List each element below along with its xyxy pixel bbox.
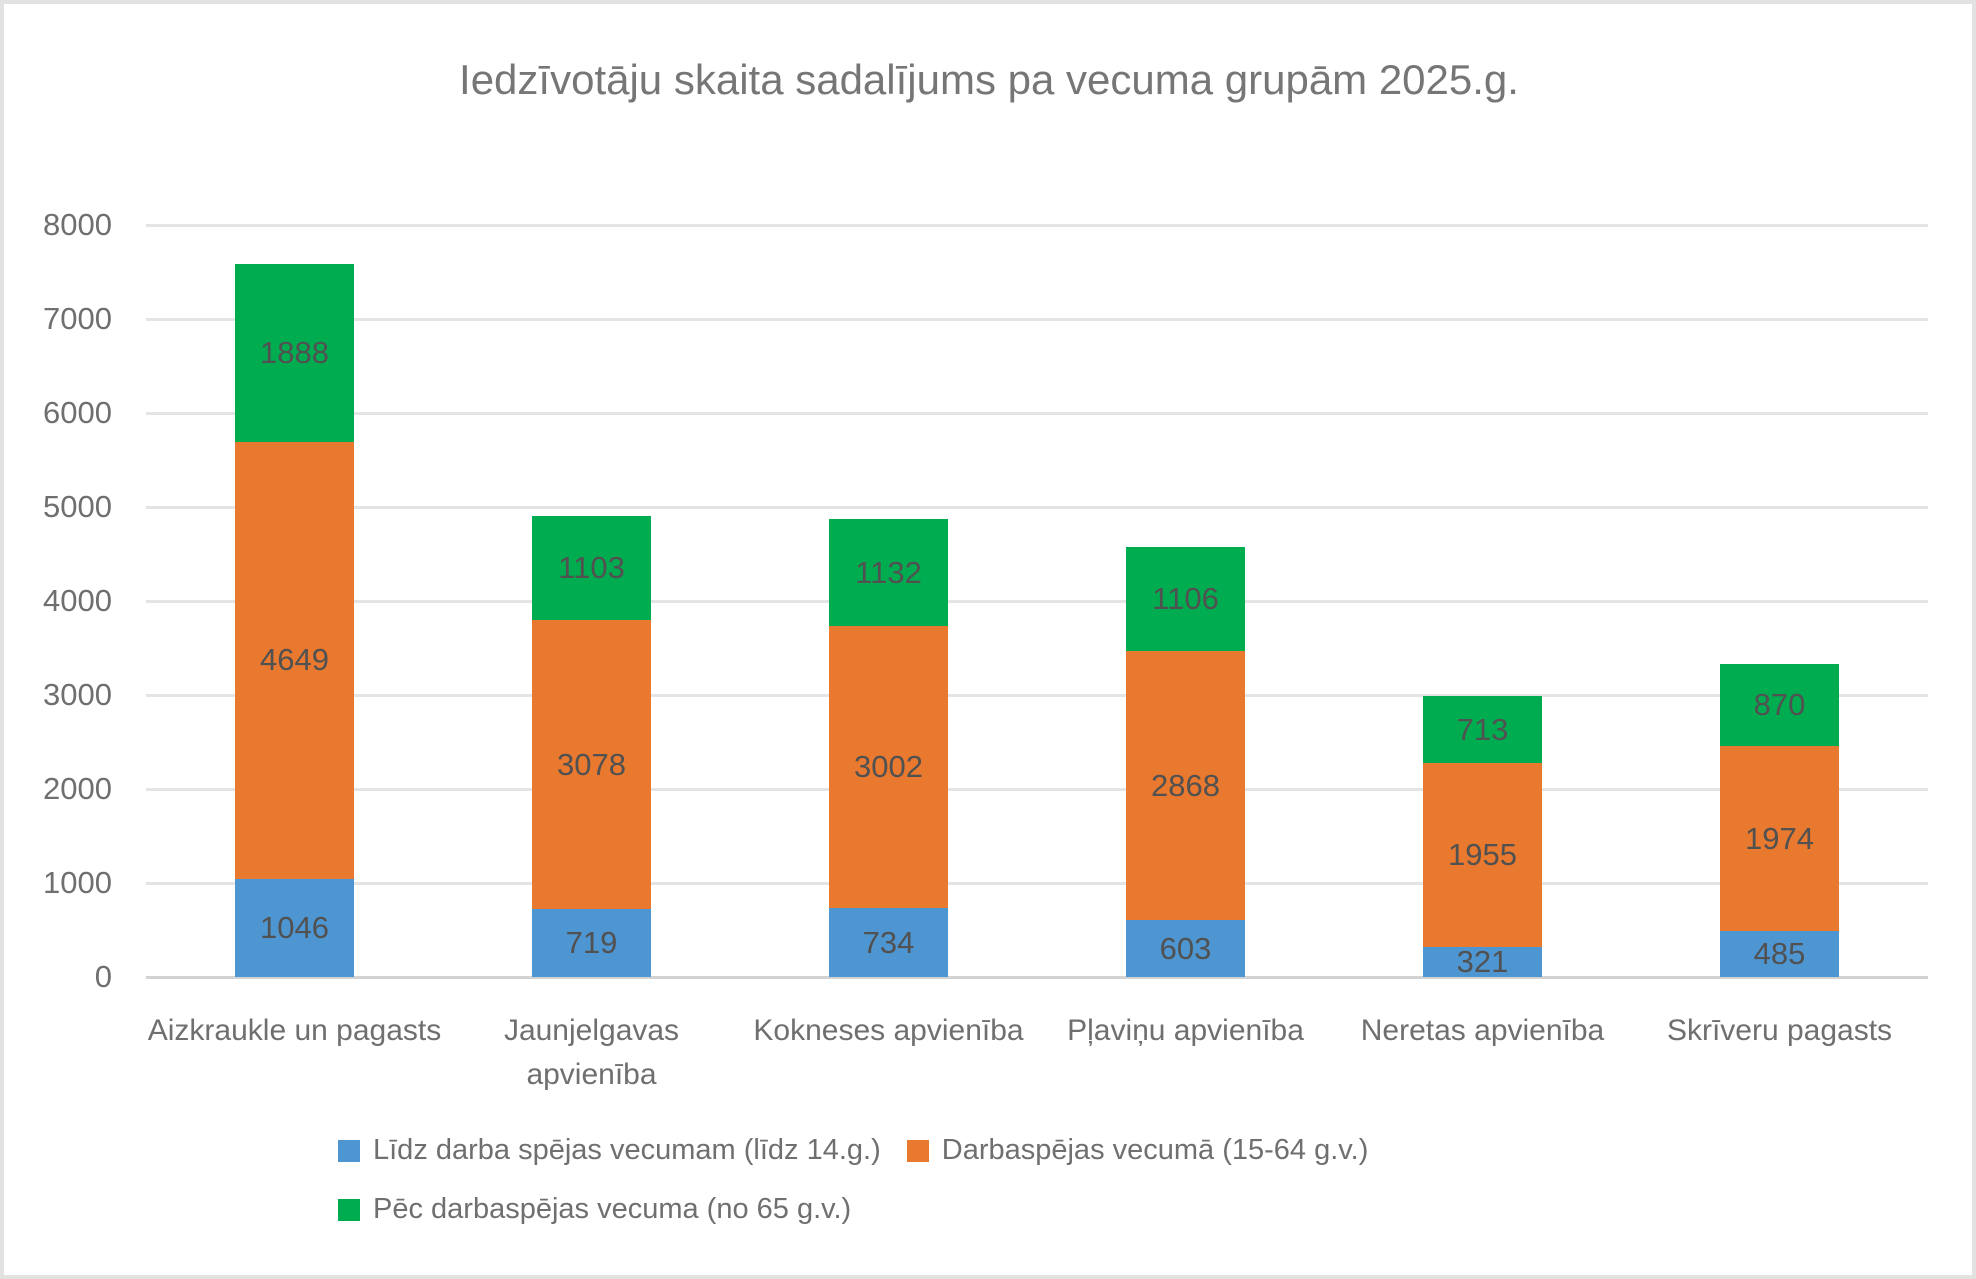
category-label: Neretas apvienība <box>1360 1014 1605 1047</box>
bar-segment: 3002 <box>829 625 948 909</box>
y-tick-label: 5000 <box>43 489 112 524</box>
bar-segment: 1888 <box>235 264 354 442</box>
gridline <box>146 787 1928 791</box>
bar-segment: 603 <box>1126 920 1245 977</box>
x-axis-line <box>146 975 1928 979</box>
bar-segment: 1974 <box>1720 745 1839 932</box>
gridline <box>146 599 1928 603</box>
bar-segment: 1955 <box>1423 763 1542 947</box>
y-tick-label: 7000 <box>43 301 112 336</box>
value-label: 1974 <box>1745 820 1814 856</box>
bar-segment: 734 <box>829 908 948 977</box>
legend-label: Darbaspējas vecumā (15-64 g.v.) <box>941 1134 1369 1166</box>
category-label: Pļaviņu apvienība <box>1067 1014 1304 1047</box>
gridline <box>146 881 1928 885</box>
bar-segment: 719 <box>532 909 651 977</box>
y-tick-label: 2000 <box>43 771 112 806</box>
value-label: 1103 <box>558 550 625 586</box>
bar-segment: 1106 <box>1126 546 1245 651</box>
value-label: 1955 <box>1448 836 1517 872</box>
y-tick-label: 8000 <box>43 207 112 242</box>
plot-area: 1046 4649 1888 719 3078 1103 734 3002 1132 603 286… <box>146 223 1928 979</box>
value-label: 4649 <box>260 642 329 678</box>
legend-item: Līdz darba spējas vecumam (līdz 14.g.) <box>338 1134 881 1167</box>
y-tick-label: 0 <box>94 959 112 994</box>
legend-item: Pēc darbaspējas vecuma (no 65 g.v.) <box>338 1193 851 1226</box>
category-label: Kokneses apvienība <box>753 1014 1024 1047</box>
value-label: 2868 <box>1151 767 1220 803</box>
bar-segment: 2868 <box>1126 650 1245 921</box>
value-label: 3078 <box>557 746 626 782</box>
category-label: Aizkraukle un pagasts <box>147 1014 442 1047</box>
value-label: 485 <box>1753 936 1806 972</box>
y-tick-label: 4000 <box>43 583 112 618</box>
gridline <box>146 505 1928 509</box>
value-label: 1888 <box>260 334 329 370</box>
value-label: 3002 <box>854 748 923 784</box>
legend-label: Līdz darba spējas vecumam (līdz 14.g.) <box>373 1134 881 1166</box>
y-tick-label: 1000 <box>43 865 112 900</box>
category-label: Skrīveru pagasts <box>1666 1014 1893 1047</box>
bar-segment: 1046 <box>235 878 354 977</box>
gridline <box>146 693 1928 697</box>
bar-segment: 713 <box>1423 696 1542 764</box>
legend-swatch-icon <box>338 1139 360 1162</box>
legend-label: Pēc darbaspējas vecuma (no 65 g.v.) <box>373 1193 852 1225</box>
bar-segment: 485 <box>1720 931 1839 977</box>
bar-segment: 321 <box>1423 943 1542 979</box>
y-tick-label: 3000 <box>43 677 112 712</box>
value-label: 870 <box>1753 686 1806 722</box>
legend-swatch-icon <box>906 1139 929 1162</box>
bar-segment: 1132 <box>829 519 948 626</box>
bar-segment: 3078 <box>532 620 651 910</box>
value-label: 321 <box>1456 943 1509 979</box>
value-label: 713 <box>1456 711 1509 747</box>
gridline <box>146 223 1928 227</box>
bar-segment: 1103 <box>532 516 651 621</box>
gridline <box>146 317 1928 321</box>
legend-item: Darbaspējas vecumā (15-64 g.v.) <box>906 1134 1369 1167</box>
gridline <box>146 411 1928 415</box>
bar-segment: 870 <box>1720 664 1839 746</box>
value-label: 603 <box>1159 930 1212 966</box>
value-label: 1046 <box>260 909 329 945</box>
chart-title: Iedzīvotāju skaita sadalījums pa vecuma … <box>459 56 1519 103</box>
y-tick-label: 6000 <box>43 395 112 430</box>
legend-swatch-icon <box>338 1198 360 1221</box>
bar-segment: 4649 <box>235 441 354 879</box>
legend: Līdz darba spējas vecumam (līdz 14.g.) Da… <box>338 1134 1588 1226</box>
value-label: 1106 <box>1152 580 1219 616</box>
category-label: Jaunjelgavas apvienība <box>503 1014 680 1091</box>
value-label: 1132 <box>855 554 922 590</box>
value-label: 734 <box>862 924 915 960</box>
value-label: 719 <box>565 925 618 961</box>
